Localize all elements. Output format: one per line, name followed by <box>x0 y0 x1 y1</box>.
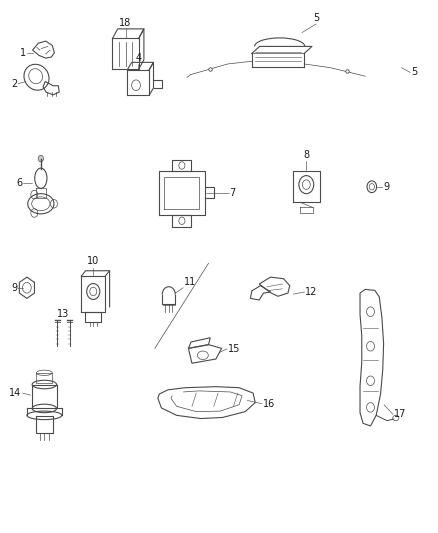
Text: 2: 2 <box>11 79 17 88</box>
Text: 5: 5 <box>313 13 319 23</box>
Text: 13: 13 <box>57 309 70 319</box>
Text: 6: 6 <box>16 177 22 188</box>
Text: 16: 16 <box>263 399 275 409</box>
Text: 4: 4 <box>135 53 141 63</box>
Text: 18: 18 <box>120 18 132 28</box>
Text: 8: 8 <box>303 150 309 160</box>
Text: 7: 7 <box>230 188 236 198</box>
Text: 5: 5 <box>411 68 417 77</box>
Text: 10: 10 <box>87 256 99 266</box>
Text: 14: 14 <box>9 388 21 398</box>
Text: 17: 17 <box>394 409 406 419</box>
Text: 15: 15 <box>228 344 240 354</box>
Text: 9: 9 <box>11 283 17 293</box>
Circle shape <box>38 156 43 162</box>
Text: 9: 9 <box>383 182 389 192</box>
Text: 12: 12 <box>305 287 318 297</box>
Text: 11: 11 <box>184 277 196 287</box>
Text: 1: 1 <box>19 48 25 58</box>
